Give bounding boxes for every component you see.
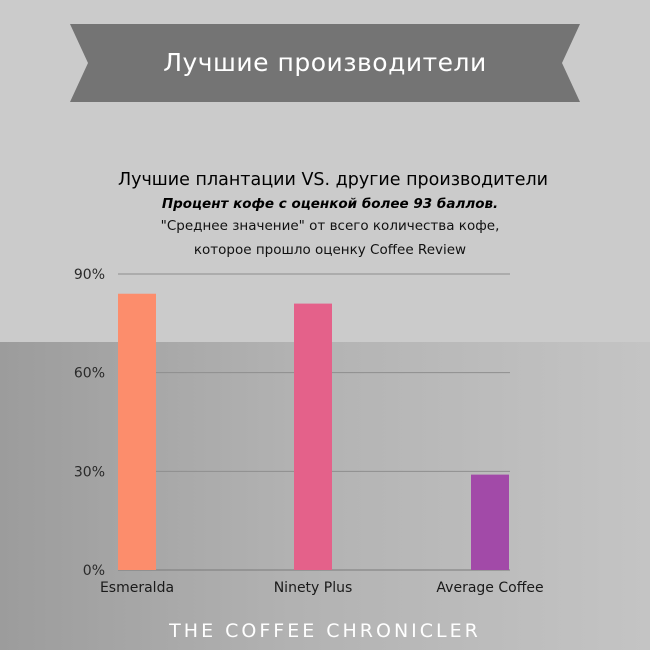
x-tick-label: Ninety Plus (274, 580, 353, 596)
chart-note-line1: "Среднее значение" от всего количества к… (161, 218, 500, 234)
chart-title: Лучшие плантации VS. другие производител… (118, 170, 548, 190)
chart-note-line2: которое прошло оценку Coffee Review (194, 242, 466, 258)
y-tick-label: 90% (74, 267, 105, 283)
brand-footer: THE COFFEE CHRONICLER (169, 620, 481, 642)
plot-area: 0% 30% 60% 90% Esmeralda Ninety Plus Average C… (74, 267, 544, 596)
x-tick-label: Esmeralda (100, 580, 174, 596)
banner-title: Лучшие производители (163, 48, 487, 77)
chart-subtitle: Процент кофе с оценкой более 93 баллов. (162, 196, 498, 212)
y-tick-label: 60% (74, 366, 105, 382)
y-tick-label: 0% (83, 563, 105, 579)
bar-ninety-plus (294, 303, 332, 570)
x-tick-label: Average Coffee (436, 580, 543, 596)
bar-esmeralda (118, 293, 156, 570)
y-tick-label: 30% (74, 464, 105, 480)
title-banner: Лучшие производители (70, 24, 580, 102)
bar-average-coffee (471, 474, 509, 570)
